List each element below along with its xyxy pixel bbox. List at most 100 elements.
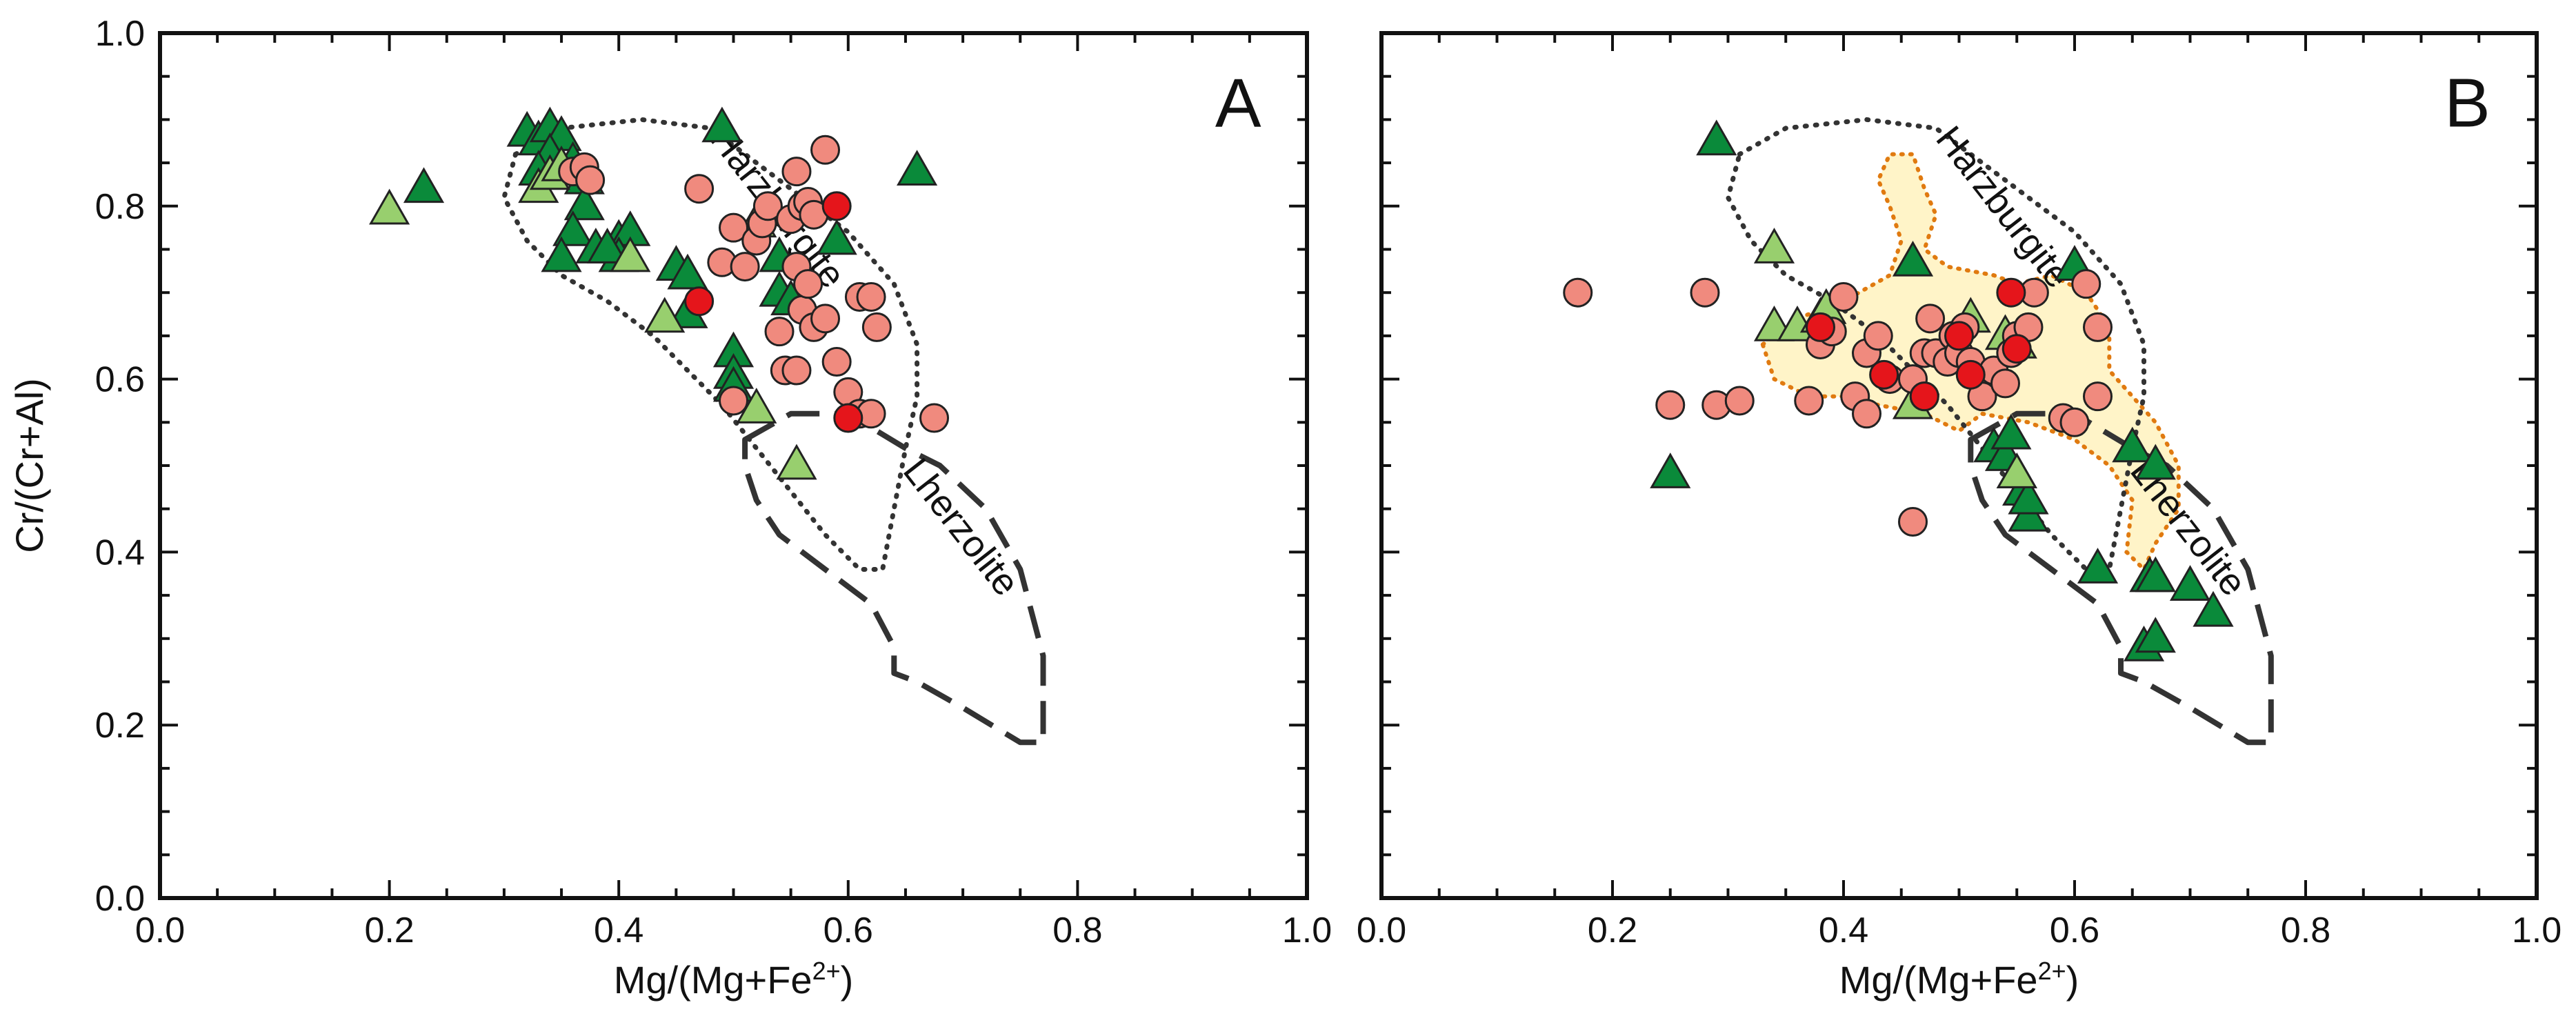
salmon-circle-point bbox=[793, 269, 823, 299]
salmon-circle-point bbox=[810, 303, 841, 334]
salmon-circle-point bbox=[1563, 277, 1593, 308]
salmon-circle-point bbox=[1898, 507, 1928, 537]
light-green-triangle-point bbox=[369, 188, 410, 225]
dark-green-triangle-point bbox=[2135, 617, 2176, 653]
x-axis-title-superscript: 2+ bbox=[812, 957, 841, 985]
salmon-circle-point bbox=[1863, 321, 1893, 351]
x-tick-label: 0.4 bbox=[1819, 910, 1868, 950]
salmon-circle-point bbox=[1915, 303, 1946, 334]
red-circle-point bbox=[684, 286, 715, 317]
dark-green-triangle-point bbox=[2169, 565, 2211, 601]
salmon-circle-point bbox=[752, 191, 783, 221]
y-tick-label: 1.0 bbox=[95, 14, 145, 54]
light-green-triangle-point bbox=[1996, 452, 2037, 488]
salmon-circle-point bbox=[764, 317, 795, 347]
dark-green-triangle-point bbox=[1696, 119, 1737, 156]
x-tick-label: 0.2 bbox=[1588, 910, 1637, 950]
x-tick-label: 0.6 bbox=[2050, 910, 2099, 950]
red-circle-point bbox=[1944, 321, 1974, 351]
x-axis-title: Mg/(Mg+Fe2+) bbox=[614, 957, 854, 1002]
x-tick-label: 0.8 bbox=[1052, 910, 1102, 950]
salmon-circle-point bbox=[1828, 281, 1859, 312]
lherzolite-field-outline bbox=[1968, 410, 2274, 746]
x-tick-label: 0.2 bbox=[364, 910, 414, 950]
x-axis-title-main: Mg/(Mg+Fe bbox=[1839, 958, 2038, 1002]
dark-green-triangle-point bbox=[403, 167, 445, 203]
red-circle-point bbox=[833, 403, 863, 433]
dark-green-triangle-point bbox=[701, 106, 743, 143]
x-tick-label: 0.4 bbox=[594, 910, 643, 950]
dark-green-triangle-point bbox=[2008, 478, 2049, 515]
salmon-circle-point bbox=[856, 281, 886, 312]
x-axis-title: Mg/(Mg+Fe2+) bbox=[1839, 957, 2079, 1002]
lherzolite-field-outline bbox=[742, 410, 1046, 746]
red-circle-point bbox=[2001, 334, 2032, 364]
light-green-triangle-point bbox=[776, 444, 817, 480]
salmon-circle-point bbox=[1724, 386, 1755, 416]
x-axis-title-end: ) bbox=[2066, 958, 2079, 1002]
salmon-circle-point bbox=[810, 135, 841, 165]
panel-label-b: B bbox=[2444, 64, 2490, 141]
dark-green-triangle-point bbox=[2112, 426, 2153, 463]
x-tick-label: 0.6 bbox=[823, 910, 873, 950]
light-green-triangle-point bbox=[1753, 228, 1795, 263]
red-circle-point bbox=[1909, 381, 1939, 412]
dark-green-triangle-point bbox=[2135, 556, 2176, 592]
salmon-circle-point bbox=[861, 312, 892, 342]
dark-green-triangle-point bbox=[552, 210, 594, 246]
salmon-circle-point bbox=[781, 157, 812, 187]
y-tick-label: 0.6 bbox=[95, 360, 145, 400]
salmon-circle-point bbox=[919, 403, 950, 433]
x-tick-label: 1.0 bbox=[2512, 910, 2562, 950]
red-circle-point bbox=[821, 191, 852, 221]
dark-green-triangle-point bbox=[2077, 548, 2119, 584]
x-axis-title-superscript: 2+ bbox=[2038, 957, 2066, 985]
dark-green-triangle-point bbox=[541, 236, 582, 272]
y-tick-label: 0.2 bbox=[95, 706, 145, 746]
salmon-circle-point bbox=[1655, 390, 1686, 420]
panel-label-a: A bbox=[1215, 64, 1261, 141]
x-axis-title-main: Mg/(Mg+Fe bbox=[614, 958, 812, 1002]
salmon-circle-point bbox=[2083, 381, 2113, 412]
dark-green-triangle-point bbox=[1650, 452, 1691, 488]
y-tick-label: 0.0 bbox=[95, 879, 145, 919]
salmon-circle-point bbox=[2071, 269, 2101, 299]
salmon-circle-point bbox=[781, 355, 812, 386]
x-tick-label: 0.0 bbox=[1357, 910, 1406, 950]
harzburgite-field-outline bbox=[501, 117, 920, 572]
x-tick-label: 0.0 bbox=[135, 910, 185, 950]
salmon-circle-point bbox=[1990, 368, 2020, 399]
red-circle-point bbox=[1869, 359, 1899, 390]
salmon-circle-point bbox=[575, 165, 606, 195]
dark-green-triangle-point bbox=[897, 150, 938, 186]
x-tick-label: 1.0 bbox=[1282, 910, 1332, 950]
lherzolite-label: Lherzolite bbox=[895, 451, 1027, 604]
x-tick-label: 0.8 bbox=[2281, 910, 2330, 950]
salmon-circle-point bbox=[684, 174, 715, 204]
salmon-circle-point bbox=[719, 212, 748, 243]
y-axis-title: Cr/(Cr+Al) bbox=[8, 378, 51, 553]
red-circle-point bbox=[1996, 277, 2026, 308]
light-green-triangle-point bbox=[610, 236, 651, 272]
dark-green-triangle-point bbox=[2135, 444, 2176, 480]
light-green-triangle-point bbox=[644, 297, 686, 333]
salmon-circle-point bbox=[1794, 386, 1824, 416]
y-tick-label: 0.4 bbox=[95, 532, 145, 572]
dark-green-triangle-point bbox=[587, 228, 628, 263]
salmon-circle-point bbox=[1852, 399, 1881, 429]
dark-green-triangle-point bbox=[1892, 240, 1934, 277]
salmon-circle-point bbox=[2083, 312, 2113, 342]
x-axis-title-end: ) bbox=[841, 958, 854, 1002]
dark-green-triangle-point bbox=[563, 184, 605, 221]
salmon-circle-point bbox=[821, 347, 852, 377]
y-tick-label: 0.8 bbox=[95, 187, 145, 227]
salmon-circle-point bbox=[730, 252, 760, 282]
dark-green-triangle-point bbox=[2193, 590, 2234, 627]
red-circle-point bbox=[1806, 312, 1835, 342]
salmon-circle-point bbox=[1690, 277, 1720, 308]
salmon-circle-point bbox=[2059, 407, 2090, 437]
salmon-circle-point bbox=[719, 386, 748, 416]
